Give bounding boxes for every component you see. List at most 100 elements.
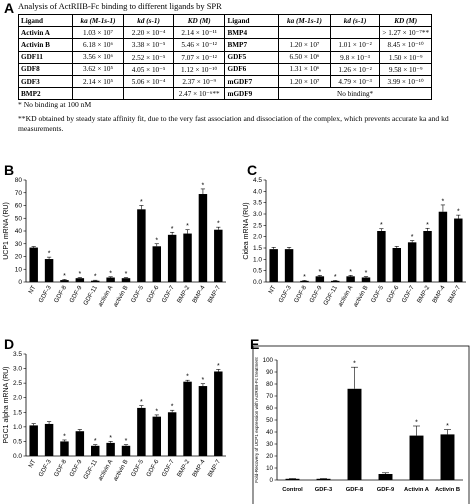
bar [407, 242, 417, 282]
bar [44, 423, 54, 456]
bar [378, 474, 393, 480]
bar [454, 218, 463, 282]
bar [44, 259, 54, 282]
category-label: GDF-3 [37, 458, 53, 478]
significance-star: * [78, 271, 81, 278]
panel-letter-b: B [4, 162, 15, 178]
bar [214, 371, 223, 456]
significance-star: * [125, 438, 128, 445]
y-tick-label: 0.5 [253, 268, 262, 275]
bar [285, 478, 300, 480]
category-label: BMP-7 [447, 284, 463, 304]
significance-star: * [202, 182, 205, 189]
chart-pgc1a: 0.0 0.5 1.0 1.5 2.0 2.5 3.0 3.5 PGC1 alpha mRNA … [3, 351, 226, 482]
table-note-1: * No binding at 100 nM [18, 100, 92, 109]
category-label: GDF-6 [385, 284, 401, 304]
category-label: BMP-7 [207, 458, 223, 478]
category-label: GDF-9 [68, 458, 84, 478]
bar [438, 211, 448, 282]
category-label: GDF-3 [277, 284, 293, 304]
y-tick-label: 1.5 [13, 409, 22, 416]
category-label: GDF-7 [161, 458, 177, 478]
bar [198, 194, 208, 282]
header-cell: ka (M-1s-1) [71, 13, 125, 28]
bar [331, 280, 340, 282]
bar [75, 278, 85, 282]
bar [152, 416, 161, 456]
significance-star: * [109, 270, 112, 277]
category-label: GDF-9 [68, 284, 84, 304]
y-tick-label: 30 [15, 241, 23, 248]
chart-cidea: 0.0 0.5 1.0 1.5 2.0 2.5 3.0 3.5 4.0 4.5 Cidea mRNA… [243, 177, 466, 308]
bar [409, 435, 424, 480]
y-tick-label: 60 [266, 405, 273, 412]
table-row: Activin B 6.18 × 10⁶ 3.38 × 10⁻⁵ 5.46 × … [18, 38, 432, 52]
category-label: GDF-7 [161, 284, 177, 304]
significance-star: * [202, 377, 205, 384]
table-header-row: Ligand ka (M-1s-1) kd (s-1) KD (M) Ligan… [18, 13, 432, 28]
category-label: Activin B [435, 487, 460, 493]
significance-star: * [457, 209, 460, 216]
bar [60, 280, 69, 282]
y-axis-title: PGC1 alpha mRNA (RU) [3, 366, 10, 443]
significance-star: * [353, 361, 356, 368]
bar [361, 277, 371, 282]
category-label: NT [27, 458, 37, 469]
category-label: NT [267, 284, 277, 295]
chart-fold-recovery: 0 10 20 30 40 50 60 70 80 90 100 Fold-Recovery of U… [252, 345, 470, 504]
significance-star: * [63, 433, 66, 440]
table-row: GDF8 3.62 × 10⁵ 4.05 × 10⁻⁵ 1.12 × 10⁻¹⁰… [18, 62, 432, 76]
y-tick-label: 70 [266, 393, 273, 400]
category-label: GDF-5 [130, 284, 146, 304]
bar [198, 386, 208, 456]
category-label: GDF-6 [145, 284, 161, 304]
y-tick-label: 3.0 [13, 366, 22, 373]
category-label: activin B [112, 285, 130, 309]
bar [183, 381, 192, 456]
y-tick-label: 40 [266, 429, 273, 436]
significance-star: * [303, 274, 306, 281]
significance-star: * [155, 408, 158, 415]
category-label: GDF-9 [308, 284, 324, 304]
significance-star: * [94, 274, 97, 281]
y-axis-title: Fold-Recovery of UCP1 expression with Ac… [254, 357, 259, 483]
significance-star: * [217, 221, 220, 228]
bar [284, 249, 294, 282]
table-cell: 2.47 × 10⁻⁶** [172, 87, 226, 101]
category-label: GDF-8 [346, 487, 364, 493]
bar [440, 434, 455, 480]
bar [392, 248, 401, 282]
y-tick-label: 20 [15, 254, 23, 261]
category-label: GDF-3 [315, 487, 333, 493]
significance-star: * [365, 270, 368, 277]
bar [60, 441, 69, 456]
bar [29, 425, 38, 456]
significance-star: * [125, 271, 128, 278]
significance-star: * [349, 269, 352, 276]
bar [214, 229, 223, 282]
bar [121, 445, 131, 456]
panel-letter-e: E [250, 336, 260, 352]
significance-star: * [217, 363, 220, 370]
bar [167, 412, 177, 456]
bar [121, 278, 131, 282]
significance-star: * [415, 420, 418, 427]
y-tick-label: 0 [270, 477, 274, 484]
significance-star: * [140, 199, 143, 206]
category-label: GDF-6 [145, 458, 161, 478]
y-tick-label: 1.5 [253, 245, 262, 252]
panel-letter-c: C [247, 162, 258, 178]
table-cell [71, 87, 125, 101]
binding-table: Ligand ka (M-1s-1) kd (s-1) KD (M) Ligan… [18, 13, 432, 101]
y-tick-label: 90 [266, 369, 273, 376]
category-label: Activin A [404, 487, 430, 493]
table-note-2: **KD obtained by steady state affinity f… [18, 114, 449, 133]
significance-star: * [446, 423, 449, 430]
bar [75, 431, 85, 456]
y-tick-label: 0.0 [13, 453, 22, 460]
category-label: GDF-8 [53, 458, 69, 478]
panel-letter-d: D [4, 336, 15, 352]
significance-star: * [426, 222, 429, 229]
y-tick-label: 4.0 [253, 188, 262, 195]
